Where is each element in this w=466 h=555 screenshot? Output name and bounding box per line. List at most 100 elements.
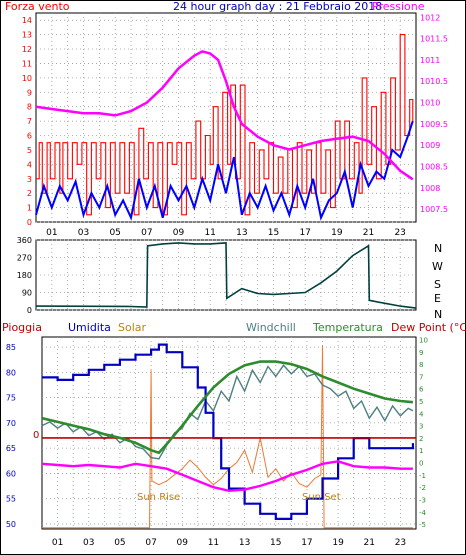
direction-tick-label: 270 <box>17 254 32 263</box>
wind-tick-label: 13 <box>22 31 32 40</box>
direction-tick-label: 360 <box>17 236 32 245</box>
direction-series <box>35 242 417 309</box>
wind-tick-label: 12 <box>22 45 32 54</box>
temp-tick-label: 0 <box>419 460 423 468</box>
wind-tick-label: 8 <box>27 103 32 112</box>
temp-tick-label: 3 <box>419 423 423 431</box>
wind-tick-label: 5 <box>27 146 32 155</box>
hour-tick-label: 11 <box>204 228 215 238</box>
temperature-series <box>41 360 414 455</box>
temp-tick-label: 5 <box>419 398 423 406</box>
windchill-series <box>41 364 414 460</box>
hour-tick-label: 13 <box>239 538 250 548</box>
chart-title: 24 hour graph day : 21 Febbraio 2018 <box>173 0 382 13</box>
hour-tick-label: 23 <box>394 228 405 238</box>
legend-solar: Solar <box>118 321 147 334</box>
temp-tick-label: 8 <box>419 361 423 369</box>
compass-s-label: S <box>434 278 441 291</box>
pressure-tick-label: 1009.5 <box>420 120 448 129</box>
temp-tick-label: -2 <box>419 484 426 492</box>
humidity-tick-label: 80 <box>6 368 16 377</box>
panel-temp-marks <box>41 343 416 529</box>
wind-tick-label: 6 <box>27 132 32 141</box>
compass-n2-label: N <box>434 308 442 321</box>
temp-tick-label: 1 <box>419 447 423 455</box>
hour-tick-label: 03 <box>78 228 89 238</box>
hour-tick-label: 21 <box>363 228 374 238</box>
hour-tick-label: 05 <box>114 538 125 548</box>
wind-tick-label: 9 <box>27 88 32 97</box>
humidity-tick-label: 70 <box>6 419 16 428</box>
humidity-tick-label: 60 <box>6 469 16 478</box>
sunset-label: Sun Set <box>302 492 341 503</box>
direction-tick-label: 180 <box>17 271 32 280</box>
hour-tick-label: 21 <box>364 538 375 548</box>
wind-tick-label: 1 <box>27 204 32 213</box>
direction-tick-label: 90 <box>22 289 32 298</box>
hour-tick-label: 15 <box>268 228 279 238</box>
hour-tick-label: 01 <box>46 228 57 238</box>
hour-tick-label: 11 <box>208 538 219 548</box>
humidity-tick-label: 55 <box>6 495 16 504</box>
wind-force-label: Forza vento <box>5 0 70 13</box>
temp-tick-label: 6 <box>419 386 424 394</box>
hour-tick-label: 19 <box>331 228 343 238</box>
wind-tick-label: 14 <box>22 16 32 25</box>
legend-dewpoint: Dew Point (°C) <box>391 321 466 334</box>
temp-tick-label: 10 <box>419 336 428 344</box>
humidity-tick-label: 50 <box>6 520 16 529</box>
humidity-tick-label: 85 <box>6 343 16 352</box>
temp-tick-label: 7 <box>419 373 423 381</box>
pressure-tick-label: 1011.5 <box>420 35 448 44</box>
compass-e-label: E <box>434 292 441 305</box>
pressure-tick-label: 1008.5 <box>420 163 448 172</box>
pressure-tick-label: 1008 <box>420 184 440 193</box>
wind-tick-label: 11 <box>22 59 32 68</box>
panel-direction-grid: 0 90 180 270 360 <box>17 236 416 315</box>
pressure-label: Pressione <box>372 0 425 13</box>
compass-n-label: N <box>434 242 442 255</box>
solar-series <box>42 345 413 529</box>
hour-tick-label: 01 <box>52 538 63 548</box>
hour-tick-label: 03 <box>83 538 94 548</box>
rain-zero-label: 0 <box>33 430 39 441</box>
humidity-tick-label: 75 <box>6 394 16 403</box>
legend-windchill: Windchill <box>246 321 296 334</box>
hour-tick-label: 07 <box>145 538 156 548</box>
hour-tick-label: 15 <box>270 538 281 548</box>
legend-pioggia: Pioggia <box>2 321 42 334</box>
wind-tick-label: 4 <box>27 160 32 169</box>
pressure-tick-label: 1011 <box>420 56 440 65</box>
pressure-tick-label: 1007.5 <box>420 205 448 214</box>
temp-tick-label: -4 <box>419 509 427 517</box>
pressure-series <box>35 50 414 181</box>
wind-tick-label: 7 <box>27 117 32 126</box>
legend-temperatura: Temperatura <box>312 321 383 334</box>
direction-tick-label: 0 <box>27 306 32 315</box>
compass-w-label: W <box>432 260 443 273</box>
wind-tick-label: 2 <box>27 189 32 198</box>
pressure-tick-label: 1012 <box>420 13 440 22</box>
temp-tick-label: 9 <box>419 349 423 357</box>
hour-tick-label: 09 <box>177 538 189 548</box>
sunrise-label: Sun Rise <box>137 492 180 503</box>
panel-wind-grid: 012345678910111213141007.510081008.51009… <box>22 13 448 238</box>
hour-tick-label: 23 <box>395 538 406 548</box>
temp-tick-label: -1 <box>419 472 426 480</box>
wind-tick-label: 3 <box>27 175 32 184</box>
pressure-tick-label: 1010 <box>420 99 440 108</box>
hour-tick-label: 13 <box>236 228 247 238</box>
hour-tick-label: 19 <box>332 538 344 548</box>
pressure-tick-label: 1009 <box>420 141 440 150</box>
temp-tick-label: 2 <box>419 435 423 443</box>
hour-tick-label: 17 <box>299 228 310 238</box>
hour-tick-label: 07 <box>141 228 152 238</box>
hour-tick-label: 09 <box>173 228 185 238</box>
wind-tick-label: 0 <box>27 218 32 227</box>
humidity-tick-label: 65 <box>6 444 16 453</box>
wind-mean-series <box>35 120 414 221</box>
temp-tick-label: -3 <box>419 496 426 504</box>
hour-tick-label: 17 <box>301 538 312 548</box>
temp-tick-label: 4 <box>419 410 424 418</box>
